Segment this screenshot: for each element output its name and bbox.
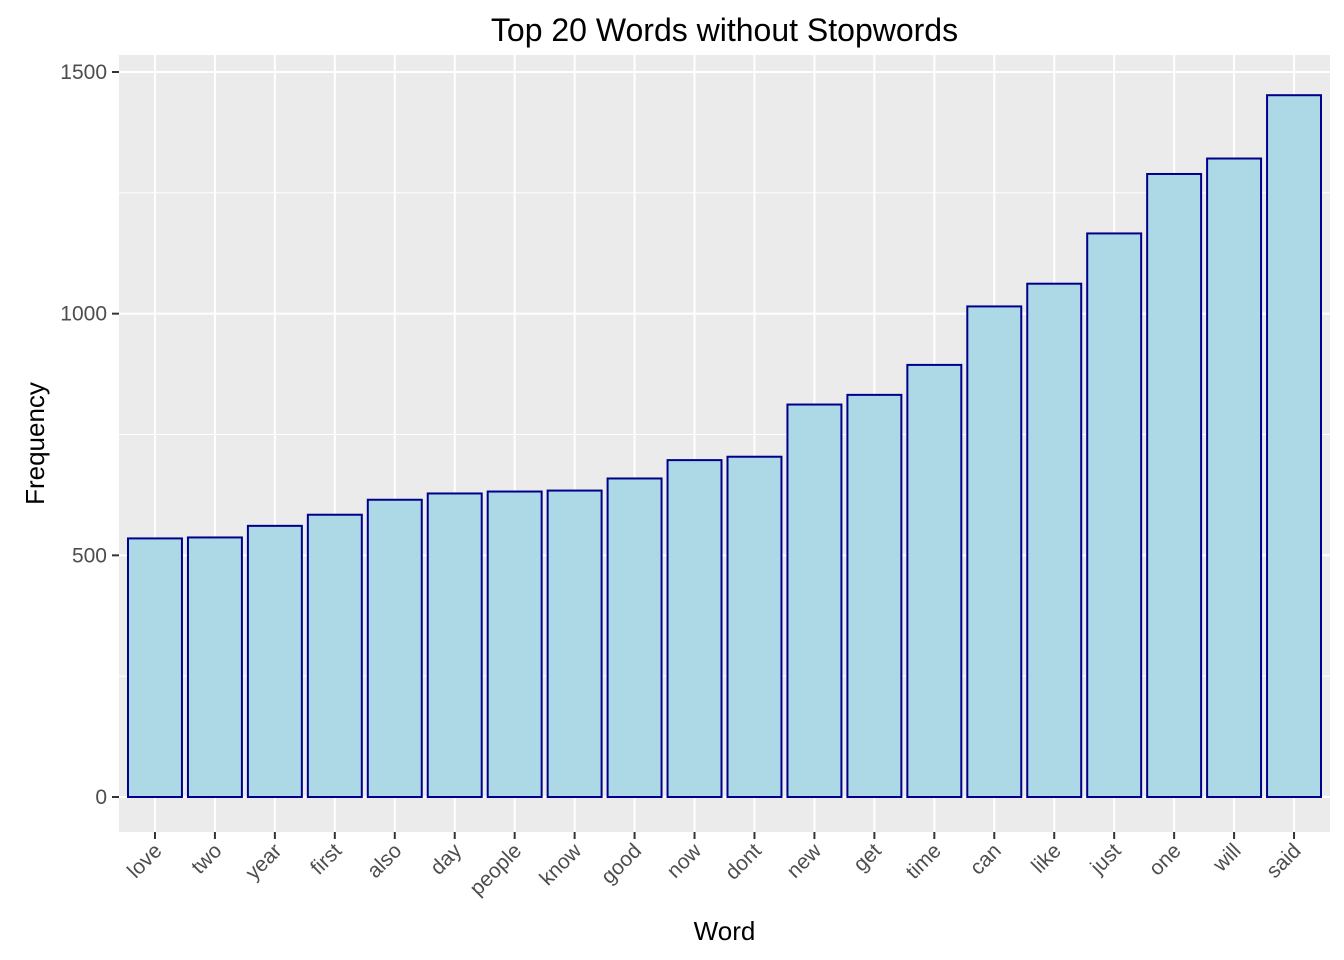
bar-can xyxy=(966,305,1023,798)
x-tick-label: two xyxy=(187,839,226,878)
bar-also xyxy=(366,498,423,798)
bar-like xyxy=(1026,282,1083,798)
bar-people xyxy=(486,490,543,798)
x-tick-label: now xyxy=(663,839,707,883)
bars xyxy=(126,94,1323,799)
bar-dont xyxy=(726,455,783,798)
bar-two xyxy=(186,536,243,798)
x-tick-label: know xyxy=(535,839,587,891)
x-tick-label: year xyxy=(241,839,286,884)
bar-know xyxy=(546,489,603,798)
y-tick-label: 1000 xyxy=(60,303,107,326)
y-axis-title: Frequency xyxy=(20,382,50,505)
x-tick-label: can xyxy=(966,839,1006,879)
x-axis-title: Word xyxy=(694,916,756,946)
x-tick-label: also xyxy=(363,839,407,883)
x-tick-label: dont xyxy=(721,839,766,884)
x-tick-label: first xyxy=(306,839,346,879)
bar-first xyxy=(306,513,363,798)
x-tick-label: good xyxy=(597,839,646,888)
bar-new xyxy=(786,403,843,798)
bar-get xyxy=(846,393,903,798)
bar-time xyxy=(906,363,963,798)
y-tick-label: 500 xyxy=(72,544,107,567)
x-tick-label: one xyxy=(1145,839,1186,880)
bar-said xyxy=(1266,94,1323,798)
x-tick-label: get xyxy=(849,839,886,876)
x-tick-label: just xyxy=(1086,839,1126,879)
x-tick-label: people xyxy=(465,839,526,900)
chart-title: Top 20 Words without Stopwords xyxy=(491,12,958,48)
x-tick-label: time xyxy=(902,839,946,883)
bar-day xyxy=(426,492,483,798)
bar-one xyxy=(1146,172,1203,798)
x-tick-label: said xyxy=(1262,839,1306,883)
x-axis: love two year first also day people know good now… xyxy=(123,832,1306,900)
bar-good xyxy=(606,477,663,798)
x-tick-label: love xyxy=(123,839,167,883)
x-tick-label: day xyxy=(426,839,467,880)
bar-year xyxy=(246,524,303,798)
bar-will xyxy=(1206,157,1263,798)
y-tick-label: 1500 xyxy=(60,61,107,84)
bar-now xyxy=(666,459,723,798)
y-tick-label: 0 xyxy=(95,786,107,809)
bar-love xyxy=(126,537,183,799)
bar-just xyxy=(1086,232,1143,798)
y-axis: 0 500 1000 1500 xyxy=(60,61,119,809)
x-tick-label: like xyxy=(1027,839,1066,878)
x-tick-label: new xyxy=(782,839,826,883)
x-tick-label: will xyxy=(1208,839,1246,877)
